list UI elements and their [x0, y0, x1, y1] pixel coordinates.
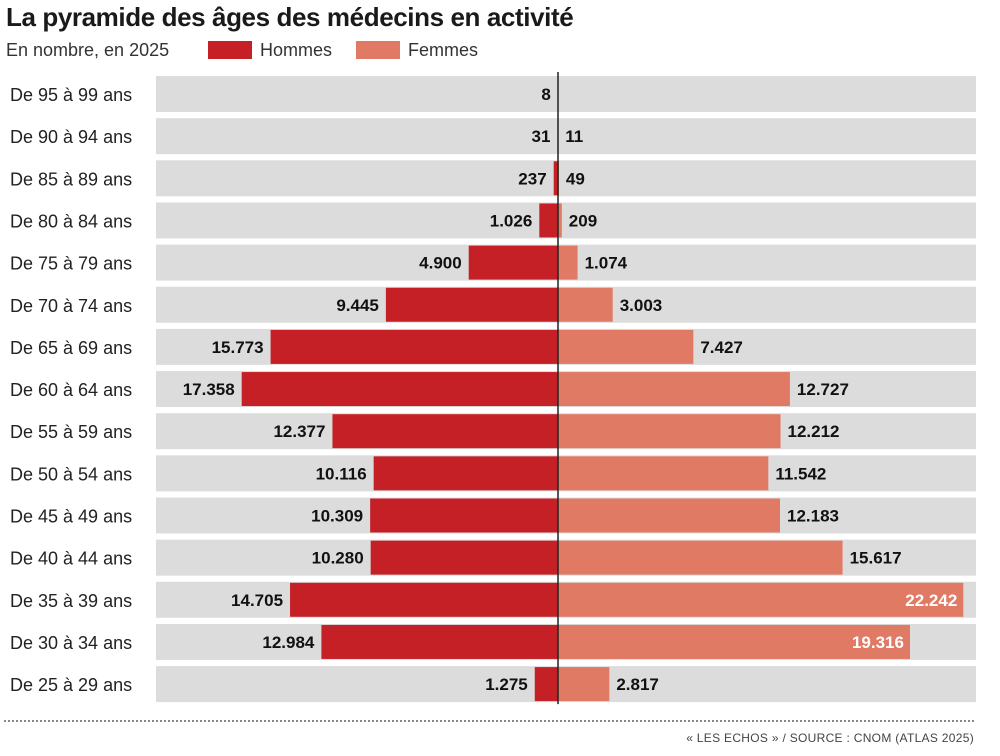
- bar-men: [370, 498, 558, 533]
- category-label: De 75 à 79 ans: [10, 254, 132, 274]
- bar-women: [558, 372, 790, 407]
- bar-men: [534, 667, 558, 702]
- bar-men: [290, 582, 558, 617]
- row-background: [156, 160, 976, 197]
- value-label-men: 12.984: [262, 633, 315, 652]
- category-label: De 95 à 99 ans: [10, 85, 132, 105]
- category-label: De 60 à 64 ans: [10, 380, 132, 400]
- category-label: De 70 à 74 ans: [10, 296, 132, 316]
- bar-men: [373, 456, 558, 491]
- category-label: De 40 à 44 ans: [10, 549, 132, 569]
- value-label-women: 22.242: [905, 591, 957, 610]
- category-label: De 55 à 59 ans: [10, 422, 132, 442]
- value-label-women: 209: [569, 211, 597, 230]
- legend-label-men: Hommes: [260, 40, 333, 60]
- bar-men: [553, 161, 558, 196]
- bar-men: [370, 540, 558, 575]
- category-label: De 90 à 94 ans: [10, 127, 132, 147]
- bar-women: [558, 203, 562, 238]
- bar-women: [558, 456, 769, 491]
- category-label: De 85 à 89 ans: [10, 169, 132, 189]
- value-label-women: 49: [566, 169, 585, 188]
- value-label-men: 9.445: [336, 296, 379, 315]
- value-label-women: 12.183: [787, 507, 839, 526]
- value-label-men: 17.358: [183, 380, 235, 399]
- value-label-men: 8: [541, 85, 550, 104]
- bar-men: [385, 287, 558, 322]
- chart-title: La pyramide des âges des médecins en act…: [6, 2, 574, 32]
- value-label-men: 14.705: [231, 591, 283, 610]
- category-label: De 35 à 39 ans: [10, 591, 132, 611]
- value-label-men: 10.309: [311, 507, 363, 526]
- bar-women: [558, 667, 610, 702]
- value-label-women: 12.212: [788, 422, 840, 441]
- legend-swatch-women: [356, 41, 400, 59]
- value-label-women: 1.074: [585, 254, 628, 273]
- bar-men: [539, 203, 558, 238]
- row-background: [156, 118, 976, 155]
- value-label-men: 10.116: [316, 464, 367, 483]
- footer-divider: [4, 720, 974, 722]
- pyramid-chart: De 95 à 99 ans 8 De 90 à 94 ans 31 11 De 85 à…: [10, 72, 976, 705]
- value-label-men: 1.275: [485, 675, 528, 694]
- category-label: De 65 à 69 ans: [10, 338, 132, 358]
- value-label-women: 11.542: [775, 464, 826, 483]
- category-label: De 50 à 54 ans: [10, 464, 132, 484]
- bar-women: [558, 540, 843, 575]
- bar-men: [321, 624, 558, 659]
- value-label-men: 31: [532, 127, 551, 146]
- value-label-women: 12.727: [797, 380, 849, 399]
- source-credit: « LES ECHOS » / SOURCE : CNOM (ATLAS 202…: [686, 731, 974, 745]
- legend-swatch-men: [208, 41, 252, 59]
- value-label-men: 1.026: [490, 211, 533, 230]
- value-label-men: 4.900: [419, 254, 462, 273]
- row-background: [156, 202, 976, 239]
- bar-men: [468, 245, 558, 280]
- value-label-men: 10.280: [312, 549, 364, 568]
- bar-women: [558, 329, 694, 364]
- bar-women: [558, 624, 910, 659]
- bar-women: [558, 582, 964, 617]
- bar-men: [241, 372, 558, 407]
- value-label-women: 3.003: [620, 296, 663, 315]
- category-label: De 30 à 34 ans: [10, 633, 132, 653]
- chart-subtitle: En nombre, en 2025: [6, 40, 170, 60]
- category-label: De 45 à 49 ans: [10, 507, 132, 527]
- category-label: De 80 à 84 ans: [10, 211, 132, 231]
- value-label-women: 19.316: [852, 633, 904, 652]
- category-label: De 25 à 29 ans: [10, 675, 132, 695]
- bar-women: [558, 245, 578, 280]
- bar-men: [270, 329, 558, 364]
- bar-women: [558, 498, 781, 533]
- value-label-women: 15.617: [850, 549, 902, 568]
- value-label-women: 7.427: [700, 338, 743, 357]
- value-label-men: 12.377: [273, 422, 325, 441]
- value-label-men: 15.773: [212, 338, 264, 357]
- bar-men: [332, 414, 558, 449]
- bar-women: [558, 287, 613, 322]
- bar-women: [558, 414, 781, 449]
- value-label-women: 11: [565, 127, 583, 146]
- value-label-men: 237: [518, 169, 546, 188]
- row-background: [156, 76, 976, 112]
- value-label-women: 2.817: [616, 675, 659, 694]
- legend-label-women: Femmes: [408, 40, 479, 60]
